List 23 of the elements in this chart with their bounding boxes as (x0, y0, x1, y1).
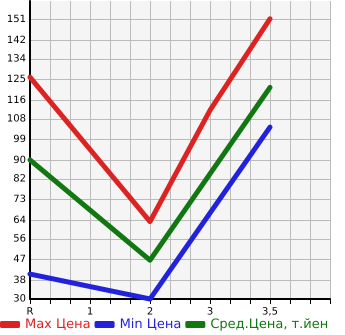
x-tick-label: R (26, 306, 34, 318)
y-tick-label: 82 (13, 173, 26, 184)
y-tick-label: 38 (13, 275, 26, 286)
y-tick-label: 142 (6, 34, 26, 46)
x-tick-label: 3 (206, 306, 214, 318)
y-tick-label: 64 (13, 214, 26, 226)
y-tick-label: 151 (6, 14, 26, 25)
y-tick-label: 125 (6, 74, 26, 86)
y-tick-label: 30 (13, 294, 26, 304)
y-tick-label: 90 (13, 154, 26, 166)
x-tick-label: 1 (86, 306, 94, 318)
legend-label: Сред.Цена, т.йен (210, 317, 328, 332)
y-tick-label: 73 (13, 194, 26, 206)
legend-label: Max Цена (25, 317, 91, 332)
y-tick-label: 116 (6, 94, 26, 106)
y-tick-label: 108 (6, 113, 26, 124)
y-tick-label: 99 (13, 134, 26, 146)
y-tick-label: 134 (6, 53, 26, 64)
y-tick-label: 47 (13, 254, 26, 266)
legend-label: Min Цена (120, 317, 182, 332)
x-tick-label: 2 (146, 306, 154, 318)
y-tick-label: 56 (13, 233, 26, 244)
x-tick-label: 3,5 (262, 306, 278, 318)
